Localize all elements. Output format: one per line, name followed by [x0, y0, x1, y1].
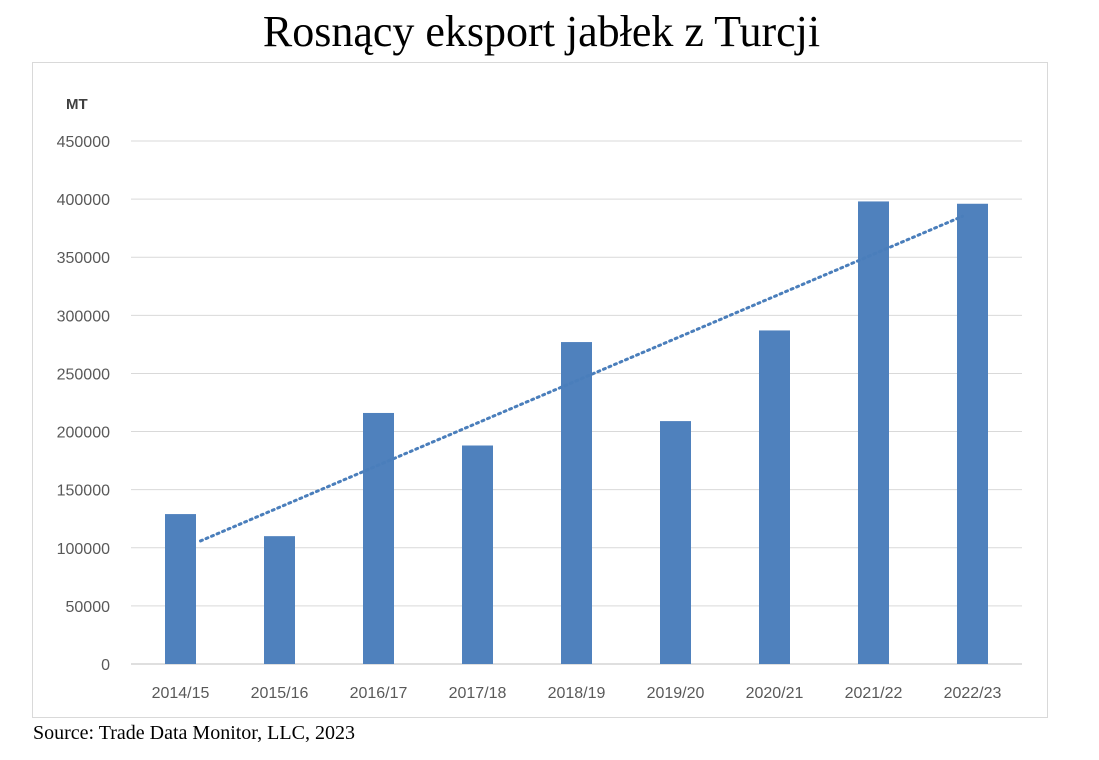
y-tick-label: 250000 — [57, 366, 110, 383]
bar — [660, 421, 691, 664]
x-tick-label: 2021/22 — [845, 685, 903, 702]
x-tick-label: 2022/23 — [944, 685, 1002, 702]
bar — [957, 203, 988, 664]
y-tick-label: 100000 — [57, 541, 110, 558]
x-tick-label: 2020/21 — [746, 685, 804, 702]
y-tick-label: 50000 — [66, 599, 111, 616]
y-tick-label: 200000 — [57, 425, 110, 442]
bar — [264, 536, 295, 664]
y-tick-label: 300000 — [57, 308, 110, 325]
bar — [759, 330, 790, 664]
x-tick-label: 2019/20 — [647, 685, 705, 702]
bar — [462, 445, 493, 664]
source-note: Source: Trade Data Monitor, LLC, 2023 — [33, 722, 355, 744]
y-tick-label: 450000 — [57, 134, 110, 151]
y-axis-unit-label: MT — [66, 96, 88, 113]
x-tick-label: 2016/17 — [350, 685, 408, 702]
chart-title: Rosnący eksport jabłek z Turcji — [262, 7, 821, 56]
bar — [561, 342, 592, 664]
bar — [165, 514, 196, 664]
y-tick-label: 400000 — [57, 192, 110, 209]
y-tick-label: 350000 — [57, 250, 110, 267]
x-tick-label: 2018/19 — [548, 685, 606, 702]
bar — [858, 201, 889, 665]
y-tick-label: 0 — [101, 657, 110, 674]
x-tick-label: 2015/16 — [251, 685, 309, 702]
x-tick-label: 2014/15 — [152, 685, 210, 702]
y-tick-label: 150000 — [57, 483, 110, 500]
trendline — [199, 214, 964, 543]
bar — [363, 412, 394, 664]
x-tick-label: 2017/18 — [449, 685, 507, 702]
